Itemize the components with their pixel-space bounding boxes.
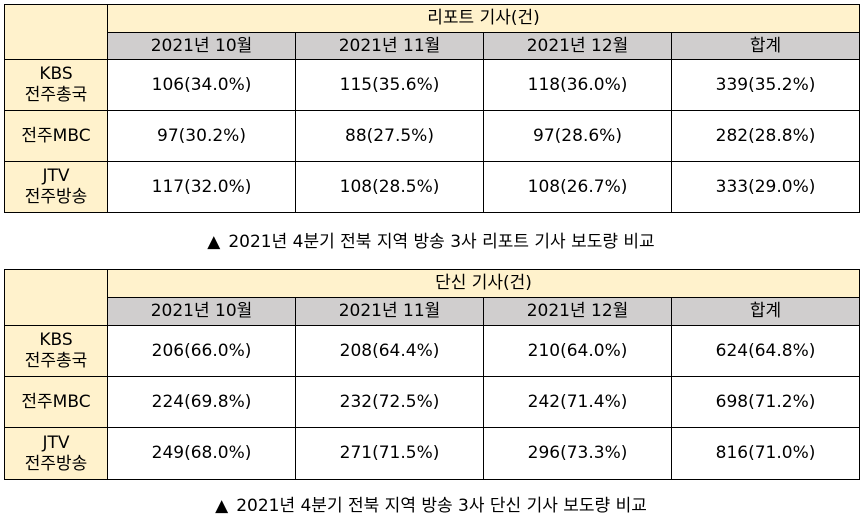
brief-articles-table: 단신 기사(건) 2021년 10월 2021년 11월 2021년 12월 합… (4, 269, 860, 480)
table-cell: 206(66.0%) (107, 325, 296, 377)
triangle-up-icon: ▲ (207, 232, 221, 252)
table-corner (4, 4, 108, 60)
table-row: JTV 전주방송 117(32.0%) 108(28.5%) 108(26.7%… (4, 161, 861, 213)
row-header-line: 전주총국 (24, 85, 88, 105)
table-cell: 282(28.8%) (670, 110, 861, 162)
table-cell: 242(71.4%) (483, 376, 672, 428)
row-header: 전주MBC (4, 376, 108, 428)
table-row: KBS 전주총국 106(34.0%) 115(35.6%) 118(36.0%… (4, 59, 861, 111)
table-cell: 208(64.4%) (295, 325, 484, 377)
table-cell: 108(26.7%) (483, 161, 672, 213)
table-cell: 249(68.0%) (107, 427, 296, 480)
row-header-line: 전주MBC (21, 391, 91, 412)
table-cell: 118(36.0%) (483, 59, 672, 111)
column-header: 2021년 12월 (483, 297, 672, 326)
table-cell: 117(32.0%) (107, 161, 296, 213)
table-row: 전주MBC 97(30.2%) 88(27.5%) 97(28.6%) 282(… (4, 110, 861, 162)
table-cell: 108(28.5%) (295, 161, 484, 213)
table-cell: 97(28.6%) (483, 110, 672, 162)
row-header: KBS 전주총국 (4, 59, 108, 111)
row-header-line: JTV (42, 432, 70, 453)
table-cell: 339(35.2%) (670, 59, 861, 111)
table-cell: 232(72.5%) (295, 376, 484, 428)
table-row: KBS 전주총국 206(66.0%) 208(64.4%) 210(64.0%… (4, 325, 860, 377)
triangle-up-icon: ▲ (215, 496, 229, 516)
table-row: 전주MBC 224(69.8%) 232(72.5%) 242(71.4%) 6… (4, 376, 860, 428)
table-corner (4, 269, 108, 326)
column-header: 합계 (670, 32, 861, 60)
report-articles-table: 리포트 기사(건) 2021년 10월 2021년 11월 2021년 12월 … (4, 4, 861, 213)
table-cell: 88(27.5%) (295, 110, 484, 162)
caption-text: 2021년 4분기 전북 지역 방송 3사 단신 기사 보도량 비교 (236, 496, 647, 516)
column-header: 합계 (671, 297, 860, 326)
row-header-line: 전주MBC (21, 125, 91, 146)
table-cell: 224(69.8%) (107, 376, 296, 428)
table-cell: 624(64.8%) (671, 325, 860, 377)
row-header: JTV 전주방송 (4, 427, 108, 480)
row-header: JTV 전주방송 (4, 161, 108, 213)
group-header: 단신 기사(건) (107, 269, 860, 298)
column-header: 2021년 10월 (107, 297, 296, 326)
group-header: 리포트 기사(건) (106, 4, 861, 33)
table-cell: 271(71.5%) (295, 427, 484, 480)
table-cell: 296(73.3%) (483, 427, 672, 480)
column-header: 2021년 11월 (295, 297, 484, 326)
row-header-line: 전주총국 (24, 351, 88, 371)
table-cell: 698(71.2%) (671, 376, 860, 428)
row-header-line: 전주방송 (24, 453, 88, 474)
table-cell: 816(71.0%) (671, 427, 860, 480)
caption-text: 2021년 4분기 전북 지역 방송 3사 리포트 기사 보도량 비교 (228, 232, 655, 252)
column-header: 2021년 10월 (107, 32, 296, 60)
row-header-line: KBS (39, 64, 73, 84)
row-header-line: KBS (39, 330, 73, 350)
row-header: KBS 전주총국 (4, 325, 108, 377)
table-cell: 210(64.0%) (483, 325, 672, 377)
column-header: 2021년 12월 (483, 32, 672, 60)
table-cell: 333(29.0%) (670, 161, 861, 213)
table-caption: ▲ 2021년 4분기 전북 지역 방송 3사 리포트 기사 보도량 비교 (0, 231, 862, 253)
row-header-line: 전주방송 (24, 187, 88, 207)
table-caption: ▲ 2021년 4분기 전북 지역 방송 3사 단신 기사 보도량 비교 (0, 495, 862, 517)
table-cell: 97(30.2%) (107, 110, 296, 162)
row-header-line: JTV (42, 166, 70, 186)
column-header: 2021년 11월 (295, 32, 484, 60)
table-cell: 115(35.6%) (295, 59, 484, 111)
table-cell: 106(34.0%) (107, 59, 296, 111)
table-row: JTV 전주방송 249(68.0%) 271(71.5%) 296(73.3%… (4, 427, 860, 480)
row-header: 전주MBC (4, 110, 108, 162)
